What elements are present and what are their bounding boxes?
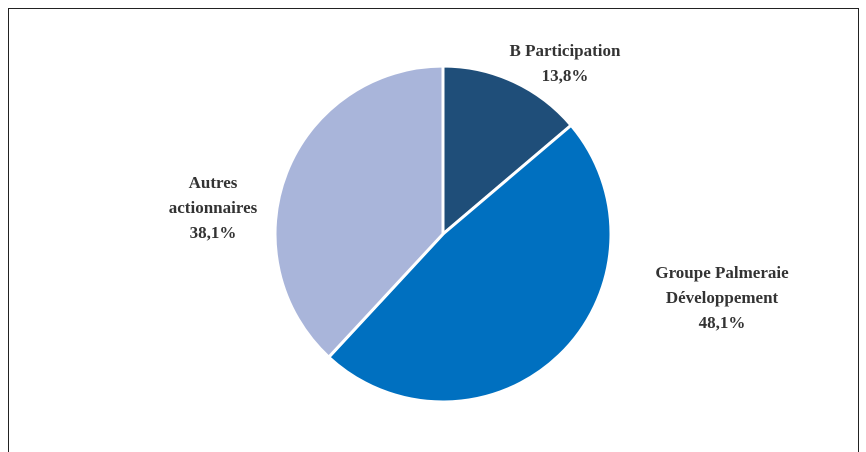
category-label: Groupe Palmeraie Développement: [655, 263, 789, 307]
pie-slice: [273, 64, 445, 360]
category-label: B Participation: [509, 41, 621, 60]
slice-label: Groupe Palmeraie Développement 48,1%: [632, 260, 812, 335]
value-label: 38,1%: [189, 223, 237, 242]
frame: [8, 8, 859, 452]
pie-slice: [326, 123, 613, 404]
slice-label: Autres actionnaires 38,1%: [158, 170, 268, 245]
value-label: 48,1%: [698, 313, 746, 332]
category-label: Autres actionnaires: [168, 173, 258, 217]
pie-slice: [441, 64, 574, 238]
slice-label: B Participation 13,8%: [455, 38, 675, 88]
value-label: 13,8%: [541, 66, 589, 85]
